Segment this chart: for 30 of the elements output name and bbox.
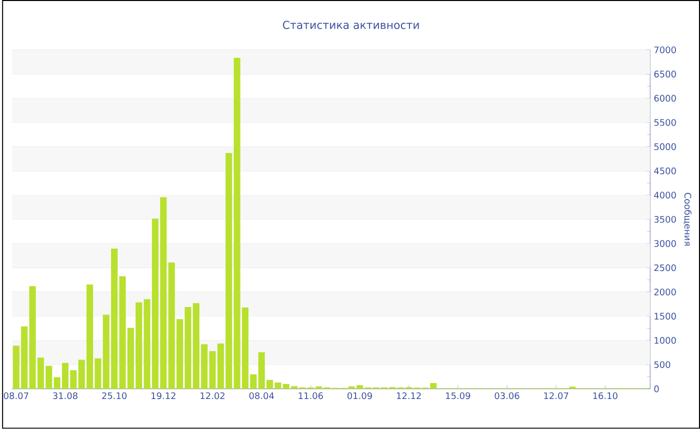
x-tick-label: 08.04: [249, 392, 274, 400]
y-tick-label: 2500: [654, 264, 676, 272]
x-tick-label: 03.06: [494, 392, 520, 400]
y-tick-label: 4500: [654, 168, 676, 174]
y-tick-label: 3500: [654, 216, 676, 223]
x-tick-label: 12.07: [544, 392, 568, 400]
y-tick-label: 5500: [654, 119, 676, 126]
y-tick-label: 1000: [654, 337, 676, 344]
x-tick-label: 15.09: [446, 392, 470, 400]
y-tick-label: 6500: [654, 70, 676, 78]
x-tick-label: 08.07: [4, 392, 28, 400]
y-tick-label: 0: [654, 386, 659, 392]
x-tick-label: 19.12: [152, 392, 176, 400]
y-tick-label: 500: [654, 361, 670, 368]
x-tick-label: 25.10: [102, 392, 127, 400]
x-tick-label: 31.08: [53, 392, 78, 400]
x-tick-label: 12.02: [200, 392, 224, 400]
y-axis-title: Сообщения: [683, 193, 692, 246]
y-tick-label: 4000: [654, 192, 676, 199]
x-tick-label: 11.06: [298, 392, 323, 400]
chart-title: Статистика активности: [282, 20, 419, 30]
x-tick-label: 16.10: [593, 392, 618, 400]
x-tick-label: 12.12: [396, 392, 421, 400]
y-tick-label: 5000: [654, 143, 676, 150]
y-tick-label: 7000: [654, 46, 676, 54]
y-tick-label: 6000: [654, 95, 676, 102]
y-tick-label: 1500: [654, 312, 676, 320]
y-tick-label: 2000: [654, 288, 676, 296]
x-tick-label: 01.09: [347, 392, 372, 400]
y-tick-label: 3000: [654, 240, 676, 248]
